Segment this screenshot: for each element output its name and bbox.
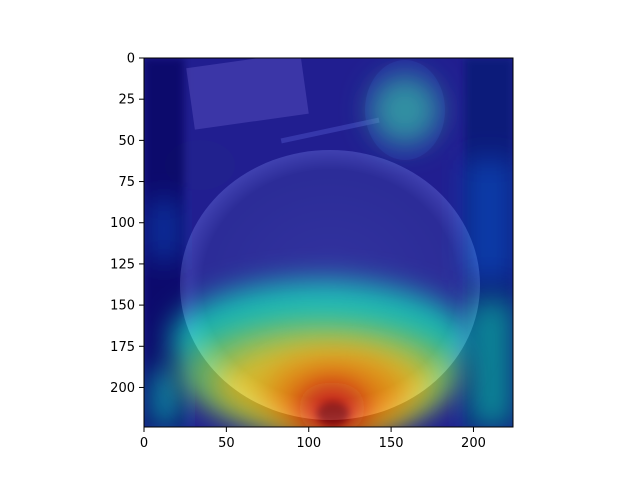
x-axis: 0 50 100 150 200 — [140, 427, 486, 451]
heatmap-image — [144, 58, 513, 427]
y-tick-label: 25 — [118, 93, 135, 108]
x-tick-label: 200 — [461, 436, 486, 451]
x-tick-label: 100 — [296, 436, 321, 451]
y-tick-label: 125 — [110, 257, 135, 272]
y-tick-label: 200 — [110, 381, 135, 396]
x-tick-label: 150 — [379, 436, 404, 451]
x-tick-label: 50 — [218, 436, 235, 451]
axes-frame — [143, 57, 514, 428]
heatmap-overlay — [144, 58, 513, 427]
y-tick-label: 175 — [110, 340, 135, 355]
y-axis: 0 25 50 75 100 125 150 175 200 — [110, 52, 144, 396]
y-tick-label: 150 — [110, 299, 135, 314]
y-tick-label: 50 — [118, 134, 135, 149]
x-tick-label: 0 — [140, 436, 148, 451]
y-tick-label: 0 — [127, 52, 135, 67]
y-tick-label: 75 — [118, 175, 135, 190]
y-tick-label: 100 — [110, 216, 135, 231]
